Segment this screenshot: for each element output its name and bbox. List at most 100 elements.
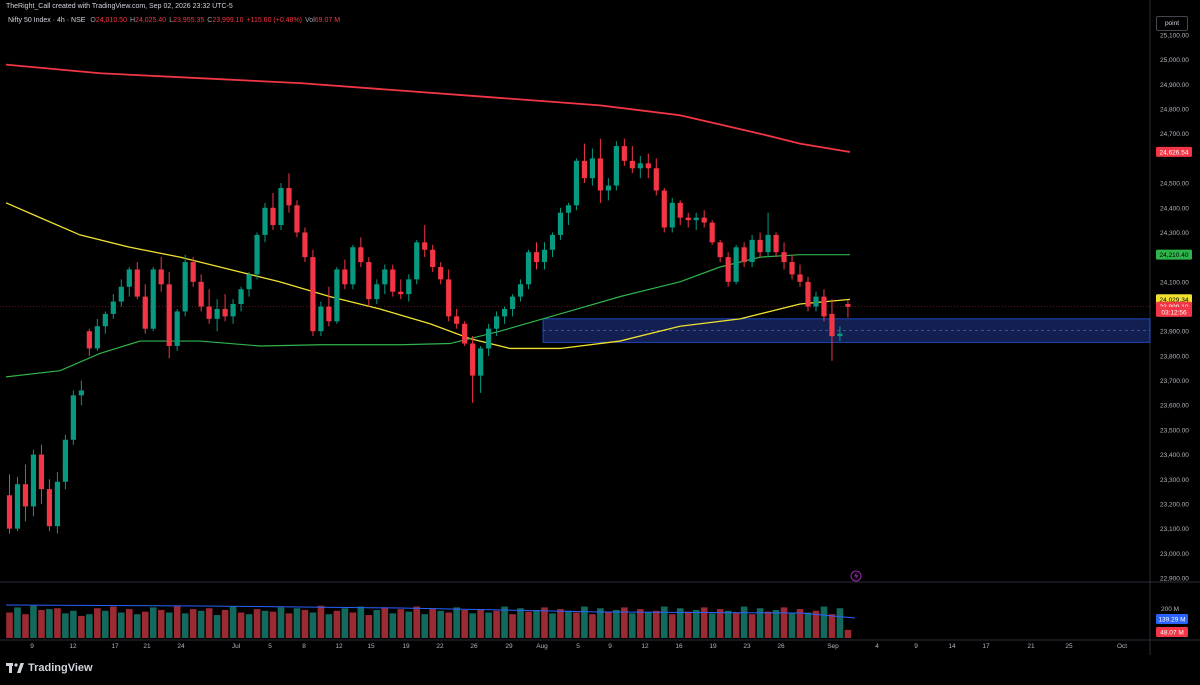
volume-tick-label: 200 M <box>1161 606 1179 613</box>
candle-body <box>166 284 172 346</box>
volume-bar <box>541 607 548 638</box>
symbol-name[interactable]: Nifty 50 Index · 4h · NSE <box>8 17 86 24</box>
tradingview-logo-icon <box>6 663 24 673</box>
time-tick-label: 9 <box>608 643 612 650</box>
volume-bar <box>293 608 301 638</box>
candle-body <box>454 316 460 324</box>
volume-bar <box>740 606 748 638</box>
volume-bar <box>692 609 700 638</box>
volume-bar <box>62 613 69 638</box>
candle-body <box>78 390 84 396</box>
ohlc-value: 23,955.35 <box>173 17 205 24</box>
candle-body <box>382 269 388 285</box>
volume-bar <box>716 609 724 638</box>
vol-value: 48.07 M <box>1160 630 1184 637</box>
ohlc-label: Vol <box>305 17 315 24</box>
candle-body <box>422 242 428 250</box>
candle-body <box>581 160 588 179</box>
volume-bar <box>788 613 796 638</box>
ma-green-value: 24,210.40 <box>1160 252 1189 259</box>
time-tick-label: 15 <box>367 643 375 650</box>
volume-bar <box>269 611 277 638</box>
time-tick-label: 8 <box>302 643 306 650</box>
ohlc-label: L <box>169 17 174 24</box>
volume-bar <box>645 612 652 638</box>
price-tick-label: 23,900.00 <box>1160 329 1189 336</box>
time-tick-label: 14 <box>948 643 956 650</box>
time-tick-label: 5 <box>576 643 580 650</box>
volume-bar <box>413 606 421 638</box>
price-tick-label: 23,300.00 <box>1160 477 1189 484</box>
candle-body <box>198 281 204 307</box>
volume-bar <box>165 612 173 638</box>
candle-body <box>478 348 484 376</box>
brand-name: TradingView <box>28 662 93 674</box>
time-tick-label: 12 <box>335 643 343 650</box>
vol-ma-value: 139.29 M <box>1158 617 1185 624</box>
candle-body <box>813 296 819 307</box>
volume-bar <box>676 608 684 638</box>
volume-bar <box>668 614 676 638</box>
volume-bar <box>277 607 285 638</box>
volume-bar <box>621 607 628 638</box>
tradingview-brand[interactable]: TradingView <box>6 662 93 674</box>
candle-body <box>174 311 180 346</box>
candle-body <box>837 333 843 337</box>
ohlc-values: O24,010.50 H24,025.40 L23,955.35 C23,999.10… <box>87 17 340 24</box>
price-tick-label: 24,300.00 <box>1160 230 1189 237</box>
volume-bar <box>844 629 852 638</box>
candle-body <box>605 185 611 191</box>
volume-bar <box>245 614 253 638</box>
volume-bar <box>589 614 596 638</box>
volume-bar <box>772 609 780 638</box>
price-tick-label: 24,800.00 <box>1160 107 1189 114</box>
candle-body <box>629 160 635 169</box>
ohlc-label: H <box>129 17 136 24</box>
volume-bar <box>94 608 101 638</box>
ma-yellow-line <box>5 202 851 350</box>
time-tick-label: 24 <box>177 643 185 650</box>
volume-bar <box>349 612 357 638</box>
price-unit-button[interactable]: point <box>1156 16 1188 31</box>
volume-bar <box>597 608 604 638</box>
time-tick-label: 9 <box>914 643 918 650</box>
price-tick-label: 23,200.00 <box>1160 501 1189 508</box>
candle-body <box>517 284 524 297</box>
volume-bar <box>357 606 365 638</box>
price-tick-label: 25,100.00 <box>1160 33 1189 40</box>
time-tick-label: 4 <box>875 643 879 650</box>
time-tick-label: 5 <box>268 643 272 650</box>
volume-ma-line <box>5 604 856 619</box>
candle-body <box>693 217 699 221</box>
candle-body <box>589 158 596 179</box>
volume-bar <box>660 606 668 638</box>
volume-bar <box>605 611 612 638</box>
candle-body <box>773 234 779 253</box>
volume-bar <box>149 607 157 638</box>
candle-body <box>414 242 420 280</box>
volume-bar <box>437 610 444 638</box>
volume-bar <box>732 612 740 638</box>
volume-bar <box>525 611 532 638</box>
candle-body <box>677 202 683 218</box>
volume-bar <box>229 606 237 638</box>
volume-bar <box>141 611 149 638</box>
candle-body <box>789 262 795 275</box>
candle-body <box>214 308 220 319</box>
price-tick-label: 23,700.00 <box>1160 378 1189 385</box>
volume-bar <box>509 614 516 638</box>
price-tick-label: 25,000.00 <box>1160 57 1189 64</box>
time-tick-label: Oct <box>1117 643 1127 650</box>
candle-body <box>470 343 476 376</box>
time-tick-label: Sep <box>827 643 839 650</box>
candle-body <box>797 274 803 282</box>
candle-body <box>821 296 827 317</box>
candle-body <box>70 395 76 440</box>
volume-bar <box>812 610 820 638</box>
time-tick-label: 25 <box>1065 643 1073 650</box>
volume-bar <box>237 612 245 638</box>
candle-body <box>6 495 13 529</box>
chart-attribution: TheRight_Call created with TradingView.c… <box>6 3 233 10</box>
candle-body <box>262 207 268 235</box>
